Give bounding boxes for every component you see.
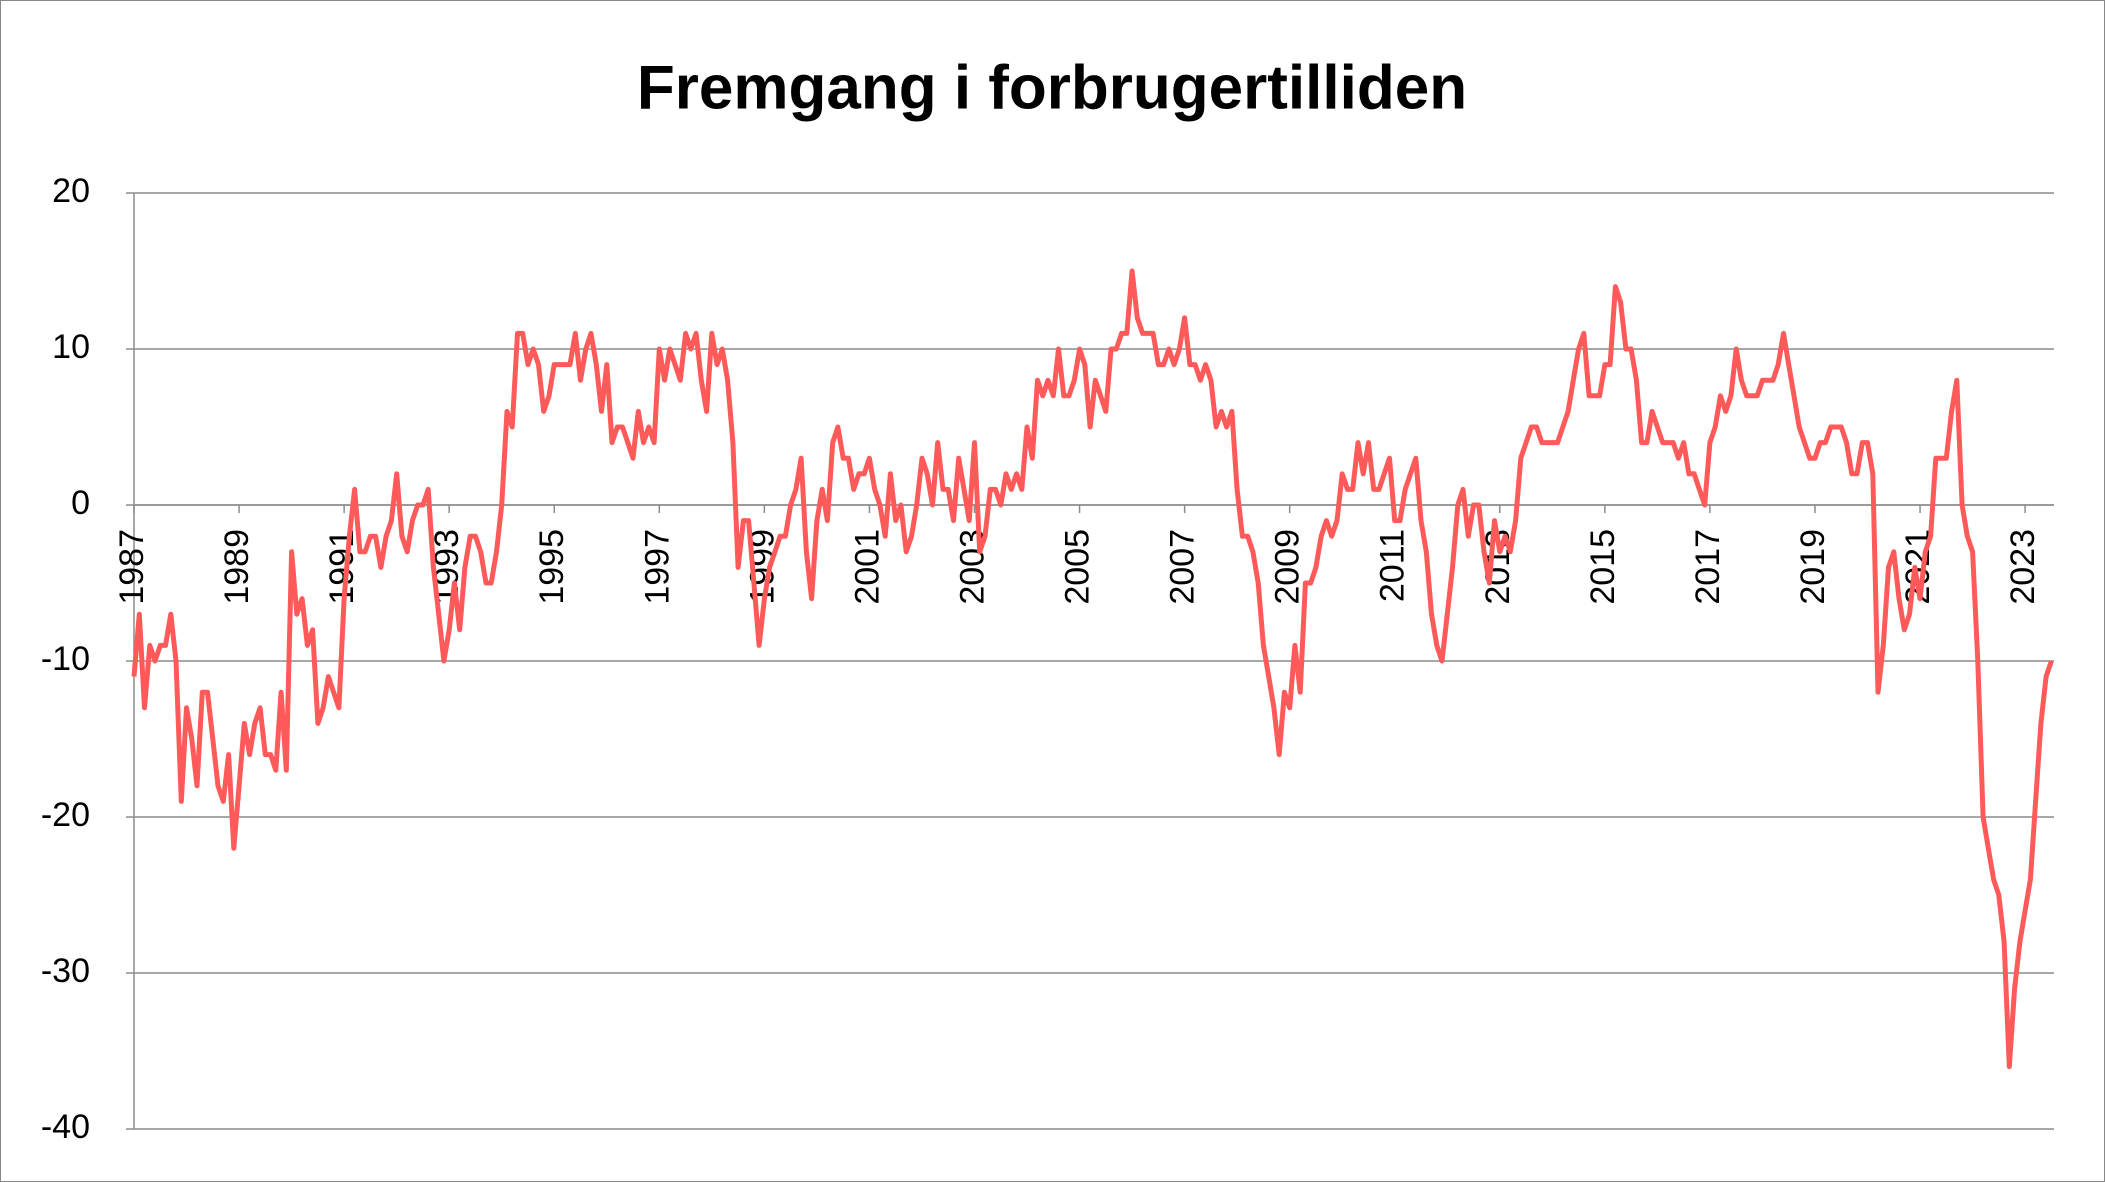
x-tick-label: 2007 bbox=[1164, 529, 1202, 605]
x-tick-label: 1991 bbox=[323, 529, 361, 605]
x-tick-label: 2009 bbox=[1269, 529, 1307, 605]
chart-title: Fremgang i forbrugertilliden bbox=[637, 53, 1467, 122]
y-tick-label: 0 bbox=[71, 484, 90, 522]
y-tick-label: 20 bbox=[52, 172, 90, 210]
x-tick-label: 2023 bbox=[2004, 529, 2042, 605]
x-tick-label: 1995 bbox=[533, 529, 571, 605]
x-tick-label: 2017 bbox=[1689, 529, 1727, 605]
x-tick-label: 2011 bbox=[1374, 529, 1412, 602]
data-line bbox=[131, 268, 2054, 1070]
x-tick-label: 2005 bbox=[1059, 529, 1097, 605]
x-tick-label: 2015 bbox=[1584, 529, 1622, 605]
y-tick-label: -10 bbox=[41, 640, 90, 678]
y-tick-label: 10 bbox=[52, 328, 90, 366]
y-tick-label: -20 bbox=[41, 796, 90, 834]
x-tick-label: 2019 bbox=[1794, 529, 1832, 605]
y-tick-label: -30 bbox=[41, 952, 90, 990]
x-tick-label: 2001 bbox=[848, 529, 886, 605]
x-tick-label: 1987 bbox=[113, 529, 151, 605]
y-tick-label: -40 bbox=[41, 1108, 90, 1146]
x-tick-label: 1989 bbox=[218, 529, 256, 605]
x-tick-label: 1997 bbox=[638, 529, 676, 605]
